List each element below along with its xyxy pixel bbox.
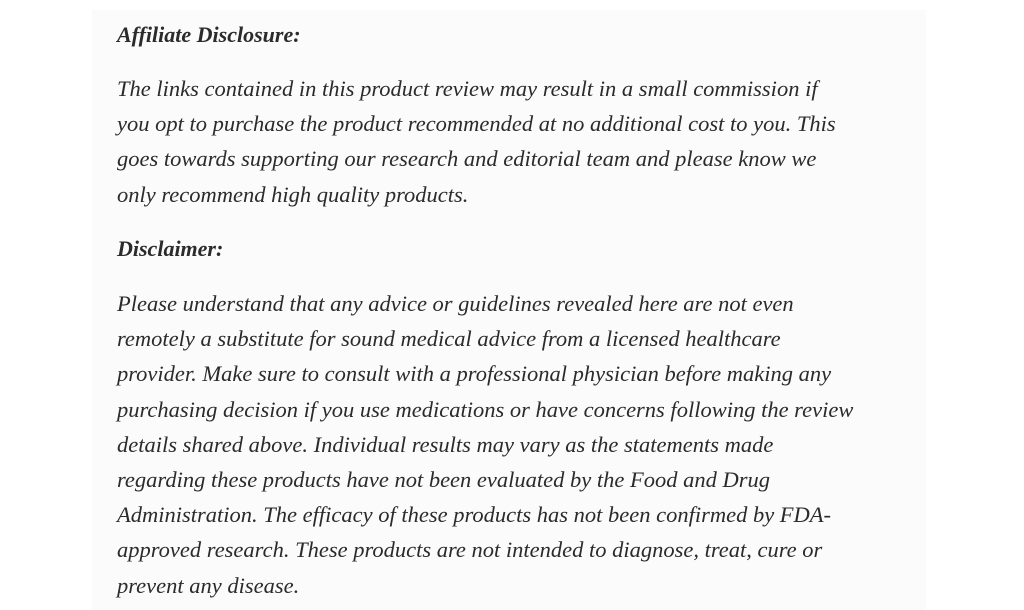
paragraph-line: prevent any disease. — [117, 572, 300, 598]
paragraph-line: details shared above. Individual results… — [117, 431, 774, 457]
paragraph-line: you opt to purchase the product recommen… — [117, 111, 836, 137]
paragraph-line: remotely a substitute for sound medical … — [117, 326, 781, 352]
paragraph-line: The links contained in this product revi… — [117, 76, 818, 101]
paragraph-line: Administration. The efficacy of these pr… — [117, 502, 832, 528]
paragraph-line: Please understand that any advice or gui… — [117, 291, 794, 316]
disclaimer-paragraph: Please understand that any advice or gui… — [117, 286, 853, 603]
paragraph-line: approved research. These products are no… — [117, 537, 823, 563]
paragraph-line: purchasing decision if you use medicatio… — [117, 396, 854, 422]
paragraph-line: only recommend high quality products. — [117, 181, 469, 207]
paragraph-line: provider. Make sure to consult with a pr… — [117, 361, 832, 387]
disclosure-panel — [92, 10, 926, 610]
paragraph-line: regarding these products have not been e… — [117, 466, 770, 492]
disclaimer-heading: Disclaimer: — [117, 236, 224, 261]
paragraph-line: goes towards supporting our research and… — [117, 146, 817, 172]
affiliate-disclosure-paragraph: The links contained in this product revi… — [117, 71, 836, 212]
affiliate-disclosure-heading: Affiliate Disclosure: — [117, 22, 301, 47]
